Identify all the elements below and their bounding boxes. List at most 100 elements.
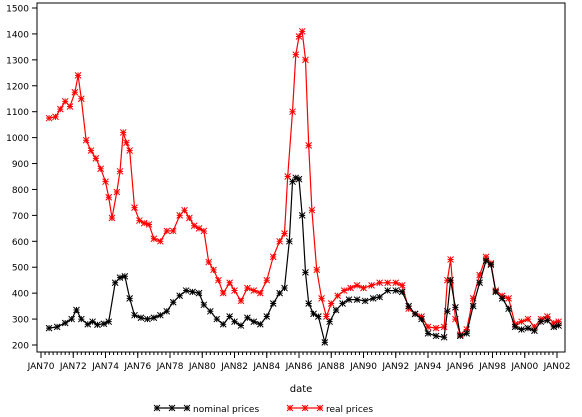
- nominal-prices-point: [369, 294, 377, 302]
- real-prices-point: [313, 266, 321, 274]
- nominal-prices-point: [116, 274, 124, 281]
- x-tick-label: JAN82: [220, 362, 248, 372]
- real-prices-point: [281, 230, 288, 237]
- real-prices-point: [269, 253, 277, 261]
- x-tick-label: JAN74: [91, 362, 119, 372]
- series-layer: [45, 27, 562, 346]
- nominal-prices-point: [263, 313, 271, 320]
- nominal-prices-point: [314, 313, 322, 320]
- nominal-prices-point: [182, 287, 190, 294]
- real-prices-point: [131, 204, 138, 211]
- y-tick-label: 700: [12, 212, 29, 222]
- nominal-prices-point: [376, 293, 383, 301]
- nominal-prices-legend-marker: [153, 404, 161, 412]
- nominal-prices-point: [121, 272, 129, 280]
- real-prices-point: [169, 227, 177, 235]
- real-prices-point: [205, 258, 213, 266]
- x-tick-label: JAN02: [543, 362, 571, 372]
- real-prices-point: [163, 227, 171, 235]
- real-prices-point: [119, 129, 127, 136]
- real-prices-point: [226, 279, 234, 287]
- nominal-prices-point: [156, 311, 164, 319]
- real-prices-point: [116, 167, 124, 175]
- nominal-prices-point: [505, 305, 512, 313]
- real-prices-point: [66, 103, 74, 110]
- real-prices-point: [185, 214, 193, 222]
- nominal-prices-point: [84, 320, 92, 328]
- y-tick-label: 1400: [6, 30, 29, 40]
- x-axis-ticks: JAN70 JAN72 JAN74 JAN76 JAN78 JAN80 JAN82 JAN84…: [27, 352, 571, 372]
- x-tick-label: JAN96: [446, 362, 474, 372]
- x-tick-label: JAN76: [123, 362, 151, 372]
- y-tick-label: 300: [12, 316, 29, 326]
- y-tick-label: 1300: [6, 56, 29, 66]
- real-prices-series: [45, 27, 562, 338]
- x-tick-label: JAN92: [381, 362, 409, 372]
- real-prices-point: [323, 313, 330, 320]
- nominal-prices-point: [237, 322, 245, 329]
- nominal-prices-point: [195, 289, 203, 297]
- nominal-prices-point: [424, 329, 432, 337]
- real-prices-point: [113, 188, 121, 196]
- nominal-prices-point: [482, 257, 490, 265]
- nominal-prices-point: [447, 276, 454, 284]
- nominal-prices-point: [176, 292, 184, 300]
- real-prices-point: [376, 279, 383, 287]
- real-prices-point: [56, 105, 64, 113]
- real-prices-point: [87, 147, 95, 154]
- nominal-prices-point: [405, 302, 413, 310]
- real-prices-point: [61, 97, 69, 105]
- nominal-prices-point: [189, 288, 196, 296]
- real-prices-point: [353, 282, 361, 289]
- nominal-prices-point: [418, 315, 425, 323]
- nominal-prices-point: [339, 300, 346, 307]
- real-prices-point: [384, 279, 392, 287]
- real-prices-point: [237, 297, 245, 305]
- x-tick-label: JAN94: [414, 362, 442, 372]
- x-tick-label: JAN84: [252, 362, 280, 372]
- nominal-prices-point: [555, 322, 562, 329]
- nominal-prices-point: [144, 315, 151, 323]
- nominal-prices-point: [200, 301, 208, 309]
- nominal-prices-point: [226, 313, 234, 320]
- nominal-prices-point: [345, 296, 353, 303]
- x-tick-label: JAN70: [27, 362, 55, 372]
- real-prices-point: [432, 324, 440, 332]
- legend: nominal prices real prices: [153, 404, 373, 415]
- nominal-prices-point: [285, 237, 293, 245]
- nominal-prices-point: [537, 318, 545, 326]
- real-prices-point: [463, 326, 471, 333]
- nominal-prices-legend-marker: [183, 404, 191, 412]
- nominal-prices-point: [100, 320, 108, 328]
- x-tick-label: JAN72: [59, 362, 87, 372]
- nominal-prices-point: [361, 297, 369, 305]
- nominal-prices-point: [518, 326, 525, 333]
- real-prices-point: [52, 113, 59, 121]
- real-prices-legend-marker: [286, 404, 294, 412]
- nominal-prices-point: [398, 288, 406, 296]
- nominal-prices-point: [543, 317, 551, 324]
- real-prices-point: [469, 294, 477, 302]
- nominal-prices-point: [310, 310, 317, 318]
- nominal-prices-point: [452, 304, 459, 311]
- nominal-prices-point: [298, 212, 306, 219]
- x-tick-label: JAN00: [510, 362, 538, 372]
- real-prices-point: [215, 276, 222, 284]
- nominal-prices-point: [131, 311, 138, 319]
- nominal-prices-point: [53, 323, 61, 331]
- nominal-prices-point: [219, 320, 227, 328]
- real-prices-point: [555, 318, 562, 326]
- y-tick-label: 900: [12, 160, 29, 170]
- real-prices-point: [82, 136, 90, 144]
- x-tick-label: JAN88: [317, 362, 345, 372]
- nominal-prices-point: [105, 318, 113, 326]
- nominal-prices-point: [511, 323, 519, 331]
- real-prices-point: [45, 114, 53, 122]
- real-prices-point: [482, 253, 490, 261]
- nominal-prices-point: [456, 332, 464, 340]
- nominal-prices-point: [89, 318, 96, 326]
- x-axis-minor-ticks: [40, 352, 558, 355]
- real-prices-point: [276, 237, 284, 245]
- real-prices-point: [136, 217, 143, 224]
- nominal-prices-point: [281, 284, 288, 292]
